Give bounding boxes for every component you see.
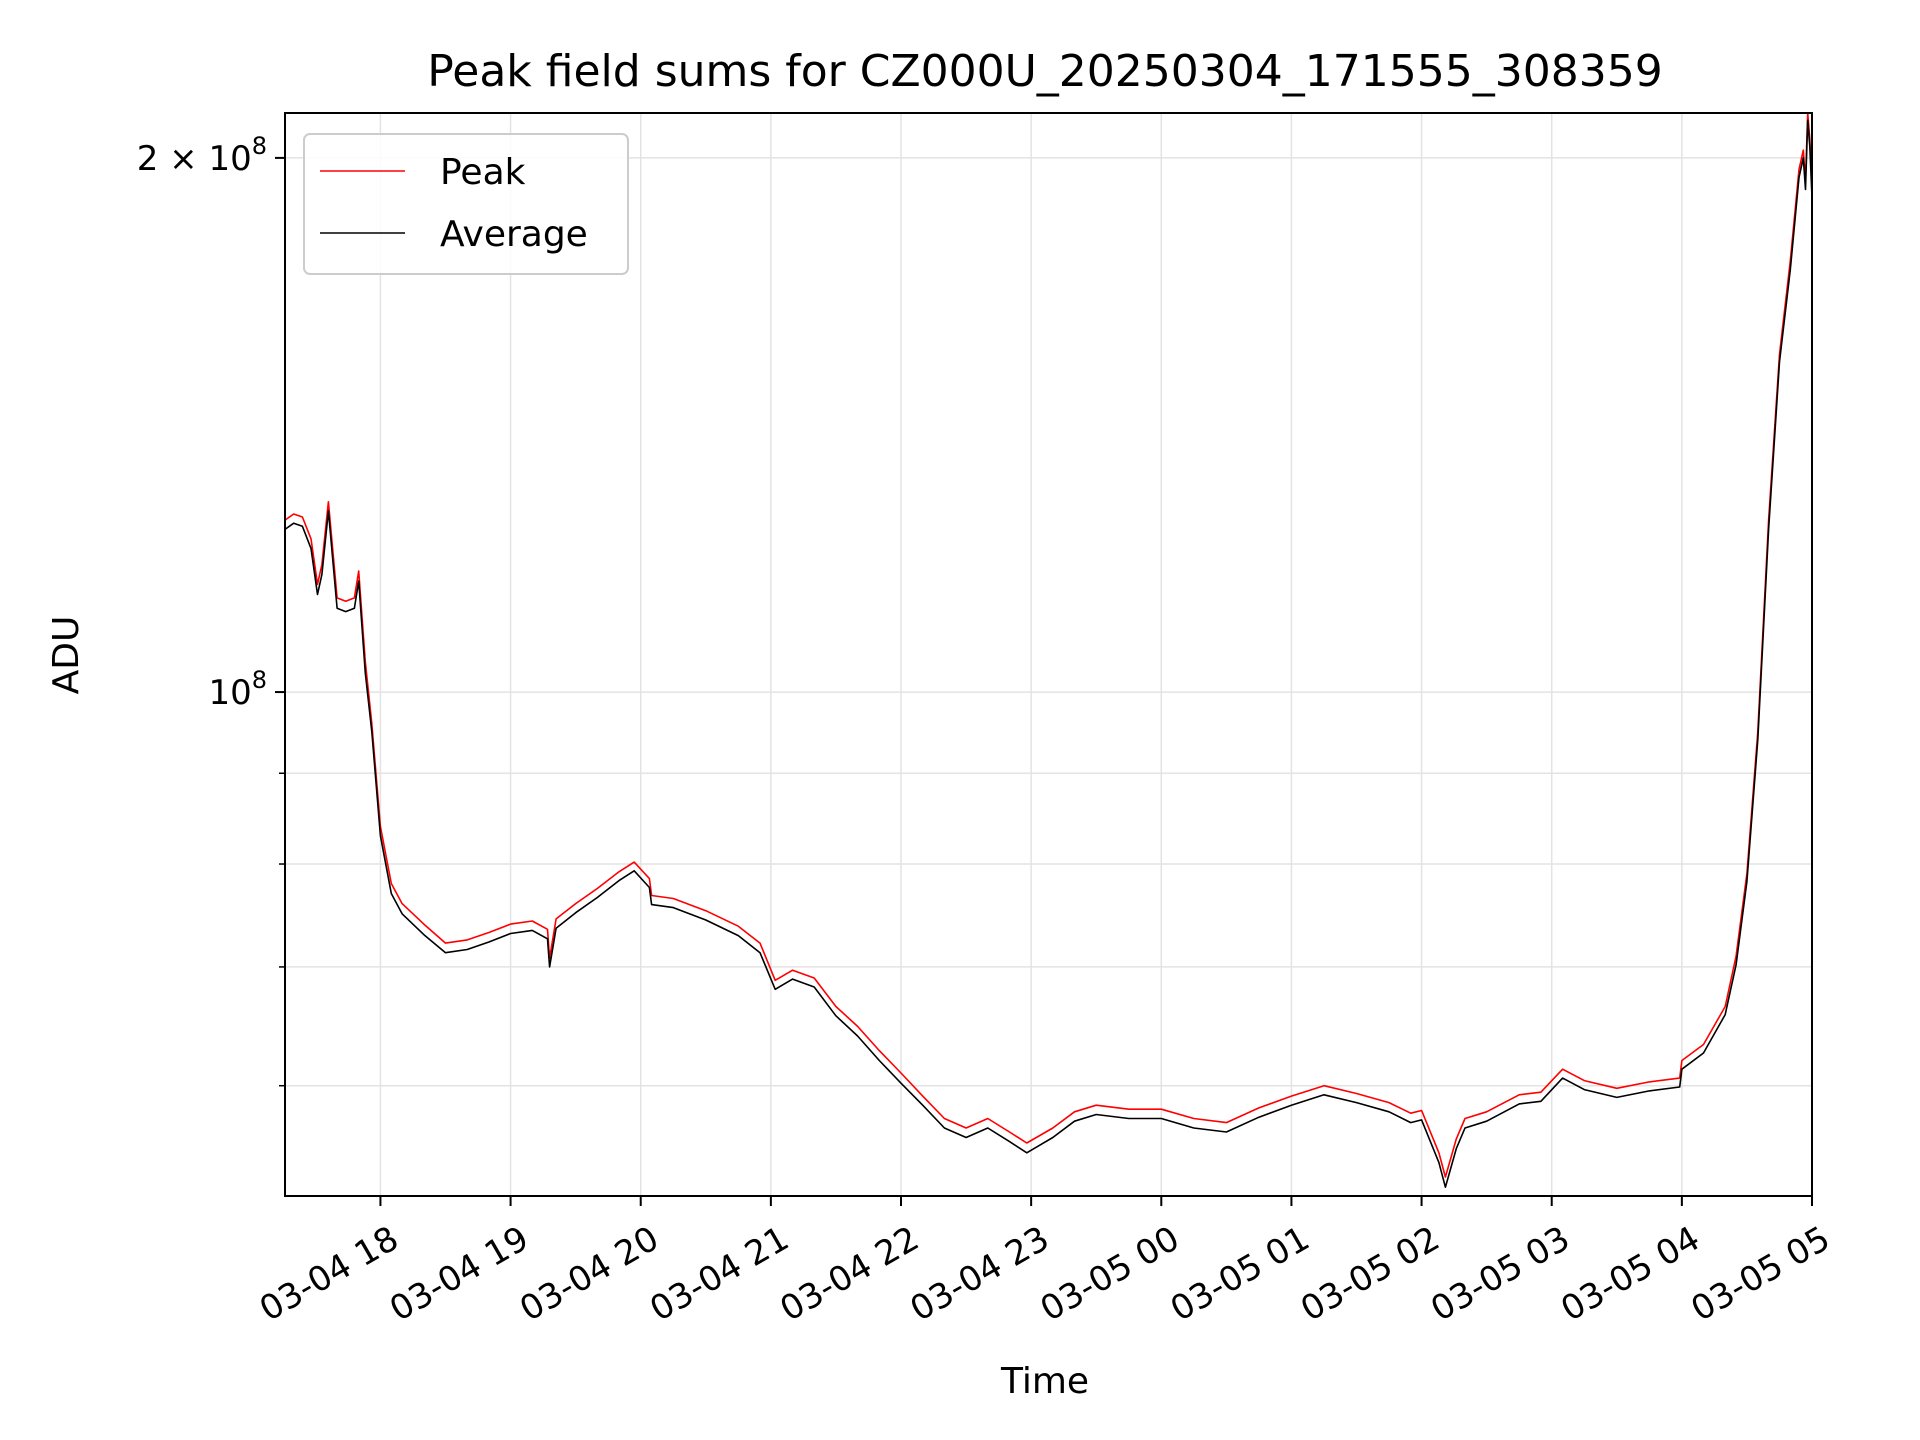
- series-line-average: [284, 119, 1813, 1188]
- legend: Peak Average: [303, 133, 629, 275]
- legend-box: [303, 133, 629, 275]
- legend-label-peak: Peak: [440, 152, 526, 193]
- y-axis-label: ADU: [46, 616, 87, 695]
- legend-label-average: Average: [440, 214, 588, 255]
- chart-title: Peak field sums for CZ000U_20250304_1715…: [427, 46, 1662, 97]
- y-tick-label: 108: [208, 666, 267, 713]
- x-axis-label: Time: [1000, 1361, 1089, 1402]
- series-lines: [284, 112, 1813, 1188]
- y-tick-label: 2 × 108: [137, 132, 267, 179]
- plot-frame: [284, 112, 1813, 1197]
- series-line-peak: [284, 112, 1813, 1178]
